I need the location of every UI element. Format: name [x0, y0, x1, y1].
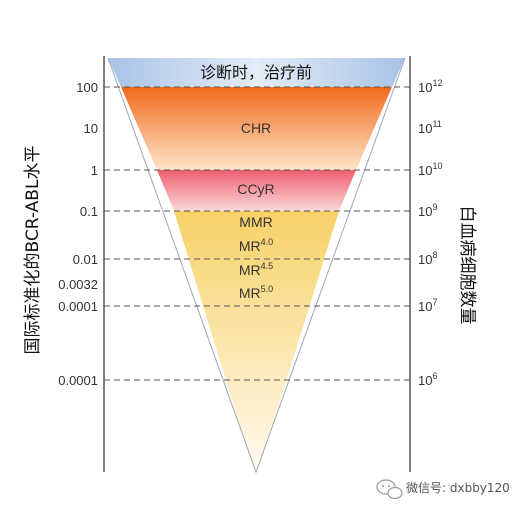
- mr50-base: MR: [239, 285, 261, 301]
- right-tick-1e9-exp: 9: [432, 202, 437, 212]
- right-tick-1e8-exp: 8: [432, 250, 437, 260]
- right-axis-title: 白血病细胞数量: [457, 206, 477, 325]
- left-tick-1: 1: [91, 163, 98, 178]
- funnel-band-chr: [121, 87, 392, 170]
- right-tick-1e10: 1010: [418, 161, 442, 178]
- band-label-mr40: MR4.0: [239, 237, 273, 254]
- right-tick-1e6: 106: [418, 371, 437, 388]
- right-tick-1e11-exp: 11: [432, 119, 441, 129]
- wechat-icon: [376, 479, 403, 500]
- mr45-base: MR: [239, 262, 261, 278]
- right-tick-1e10-base: 10: [418, 163, 432, 178]
- mr45-sup: 4.5: [261, 261, 274, 271]
- right-tick-1e8: 108: [418, 250, 437, 267]
- funnel-band-ccyr: [157, 170, 356, 211]
- right-tick-1e12: 1012: [418, 78, 442, 95]
- band-title-pretreatment: 诊断时，治疗前: [200, 63, 312, 82]
- right-tick-1e10-exp: 10: [432, 161, 442, 171]
- right-tick-1e7-base: 10: [418, 299, 432, 314]
- right-tick-1e8-base: 10: [418, 252, 432, 267]
- mr40-sup: 4.0: [261, 237, 274, 247]
- funnel-band-mmr-and-below: [174, 211, 339, 472]
- left-tick-100: 100: [76, 80, 98, 95]
- left-tick-0.0032: 0.0032: [58, 277, 98, 292]
- band-label-ccyr: CCyR: [237, 181, 274, 197]
- funnel-band-pretreatment: [108, 58, 405, 87]
- left-tick-0.01: 0.01: [73, 252, 98, 267]
- watermark-text: 微信号: dxbby120: [406, 481, 510, 495]
- left-tick-0.0001: 0.0001: [58, 299, 98, 314]
- left-tick-10: 10: [84, 121, 98, 136]
- right-tick-1e9: 109: [418, 202, 437, 219]
- left-tick-0.1: 0.1: [80, 204, 98, 219]
- band-label-mr45: MR4.5: [239, 261, 273, 278]
- right-tick-1e12-base: 10: [418, 80, 432, 95]
- right-tick-1e11: 1011: [418, 119, 442, 136]
- wechat-watermark: 微信号: dxbby120: [376, 479, 510, 500]
- left-tick-0.0001-lower: 0.0001: [58, 373, 98, 388]
- band-label-mmr: MMR: [239, 214, 272, 230]
- right-tick-1e7-exp: 7: [432, 297, 437, 307]
- gridlines: [104, 86, 410, 381]
- right-tick-1e12-exp: 12: [432, 78, 442, 88]
- right-tick-1e6-base: 10: [418, 373, 432, 388]
- band-label-mr50: MR5.0: [239, 284, 273, 301]
- mr40-base: MR: [239, 238, 261, 254]
- band-label-chr: CHR: [241, 120, 271, 136]
- right-tick-1e7: 107: [418, 297, 437, 314]
- mr50-sup: 5.0: [261, 284, 274, 294]
- funnel-outline: [107, 57, 406, 474]
- right-tick-1e11-base: 10: [418, 121, 432, 136]
- left-axis-title: 国际标准化的BCR-ABL水平: [23, 146, 43, 355]
- right-tick-1e6-exp: 6: [432, 371, 437, 381]
- right-tick-1e9-base: 10: [418, 204, 432, 219]
